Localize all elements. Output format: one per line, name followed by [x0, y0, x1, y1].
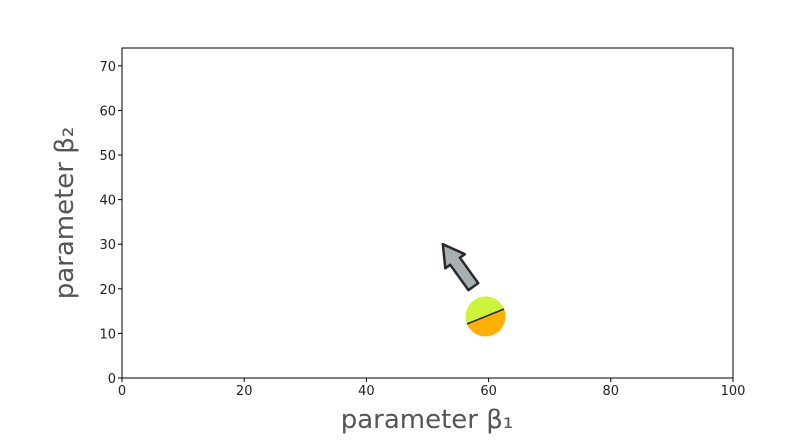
y-tick-label: 10	[99, 327, 116, 342]
x-axis: 0 20 40 60 80 100	[118, 378, 746, 399]
y-tick-label: 0	[108, 372, 116, 387]
point-bottom-half	[467, 308, 506, 337]
data-marks	[441, 242, 506, 337]
point-divider	[466, 308, 505, 325]
direction-arrow	[441, 242, 480, 292]
y-tick-label: 30	[99, 238, 116, 253]
x-tick-label: 60	[480, 384, 497, 399]
x-tick-label: 40	[358, 384, 375, 399]
y-tick-label: 50	[99, 149, 116, 164]
x-axis-label: parameter β₁	[341, 405, 514, 435]
y-tick-label: 60	[99, 104, 116, 119]
y-tick-label: 20	[99, 283, 116, 298]
x-tick-label: 0	[118, 384, 126, 399]
y-axis: 0 10 20 30 40 50 60 70	[99, 60, 122, 387]
y-axis-label: parameter β₂	[50, 127, 80, 300]
y-tick-label: 70	[99, 60, 116, 75]
point-top-half	[465, 296, 505, 324]
x-tick-label: 20	[236, 384, 253, 399]
plot-area	[121, 47, 734, 379]
x-tick-label: 80	[603, 384, 620, 399]
x-tick-label: 100	[721, 384, 746, 399]
data-point	[465, 296, 506, 337]
y-tick-label: 40	[99, 194, 116, 209]
